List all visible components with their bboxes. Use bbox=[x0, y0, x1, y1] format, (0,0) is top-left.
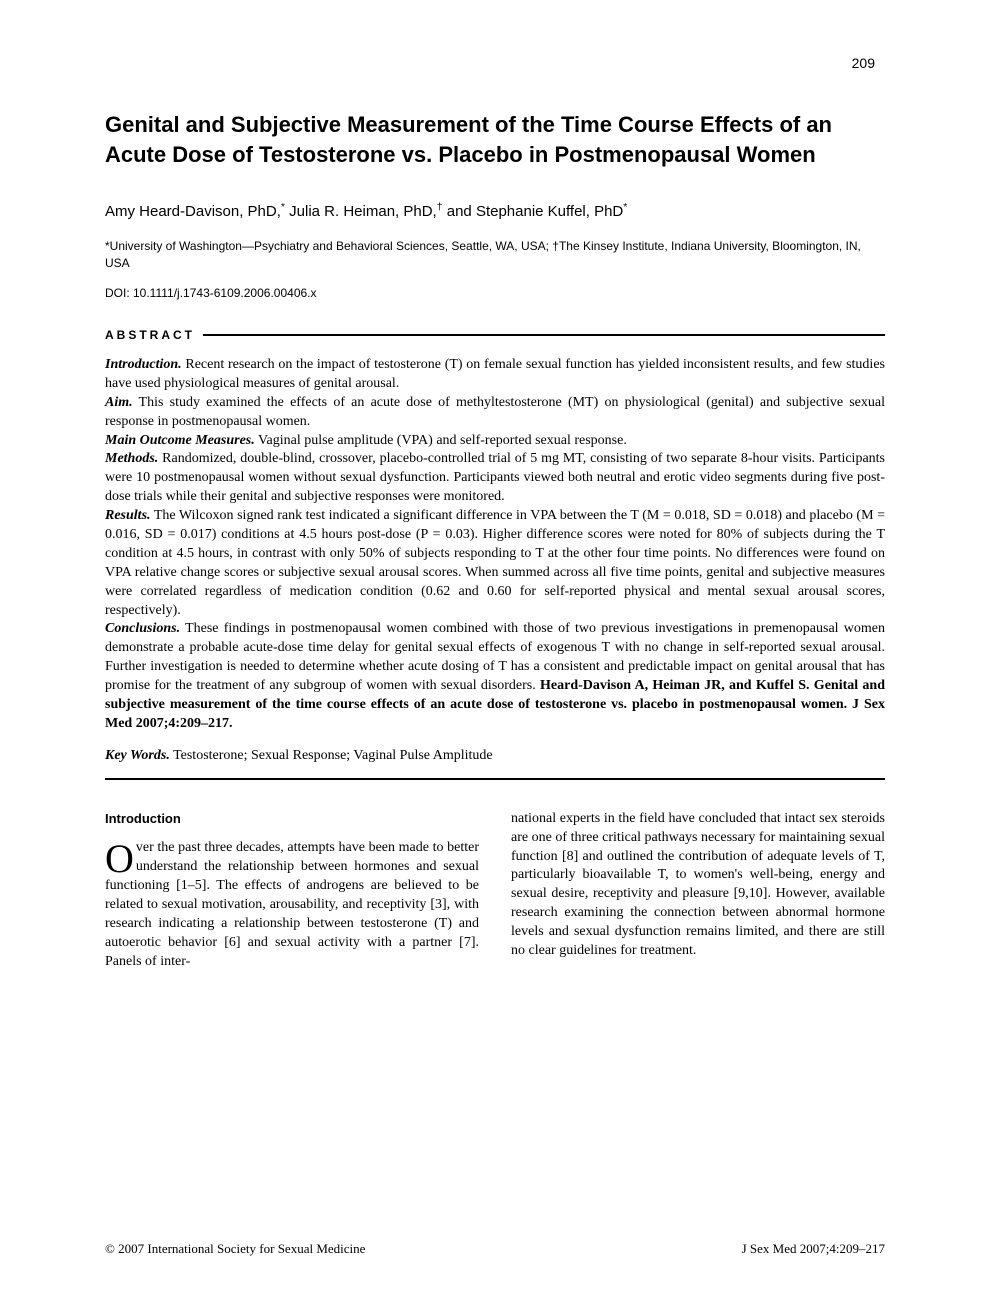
keywords-text: Testosterone; Sexual Response; Vaginal P… bbox=[170, 748, 493, 763]
intro-paragraph-right: national experts in the field have concl… bbox=[511, 810, 885, 961]
abstract-main-outcome: Main Outcome Measures. Vaginal pulse amp… bbox=[105, 432, 885, 451]
abstract-methods-label: Methods. bbox=[105, 451, 158, 466]
abstract-results: Results. The Wilcoxon signed rank test i… bbox=[105, 507, 885, 620]
author-3: and Stephanie Kuffel, PhD bbox=[443, 203, 624, 220]
abstract-introduction-label: Introduction. bbox=[105, 357, 182, 372]
intro-col1-text: ver the past three decades, attempts hav… bbox=[105, 840, 479, 968]
abstract-main-outcome-text: Vaginal pulse amplitude (VPA) and self-r… bbox=[255, 433, 627, 448]
body-columns: Introduction Over the past three decades… bbox=[105, 810, 885, 972]
abstract-aim: Aim. This study examined the effects of … bbox=[105, 394, 885, 432]
abstract-introduction-text: Recent research on the impact of testost… bbox=[105, 357, 885, 391]
keywords: Key Words. Testosterone; Sexual Response… bbox=[105, 748, 885, 764]
author-1: Amy Heard-Davison, PhD, bbox=[105, 203, 281, 220]
dropcap: O bbox=[105, 839, 136, 876]
affiliations: *University of Washington—Psychiatry and… bbox=[105, 238, 885, 272]
abstract-bottom-rule bbox=[105, 778, 885, 780]
abstract-conclusions-label: Conclusions. bbox=[105, 621, 180, 636]
column-right: national experts in the field have concl… bbox=[511, 810, 885, 972]
abstract-methods: Methods. Randomized, double-blind, cross… bbox=[105, 450, 885, 507]
article-title: Genital and Subjective Measurement of th… bbox=[105, 110, 885, 169]
abstract-label: ABSTRACT bbox=[105, 328, 203, 342]
abstract-methods-text: Randomized, double-blind, crossover, pla… bbox=[105, 451, 885, 504]
author-2: Julia R. Heiman, PhD, bbox=[285, 203, 437, 220]
intro-paragraph-left: Over the past three decades, attempts ha… bbox=[105, 839, 479, 971]
abstract-rule bbox=[203, 334, 885, 336]
doi: DOI: 10.1111/j.1743-6109.2006.00406.x bbox=[105, 286, 885, 300]
abstract-conclusions: Conclusions. These findings in postmenop… bbox=[105, 620, 885, 733]
abstract-results-label: Results. bbox=[105, 508, 151, 523]
abstract-main-outcome-label: Main Outcome Measures. bbox=[105, 433, 255, 448]
abstract-header: ABSTRACT bbox=[105, 328, 885, 342]
page-number: 209 bbox=[852, 55, 875, 71]
abstract-introduction: Introduction. Recent research on the imp… bbox=[105, 356, 885, 394]
abstract-results-text: The Wilcoxon signed rank test indicated … bbox=[105, 508, 885, 617]
abstract-aim-label: Aim. bbox=[105, 395, 133, 410]
abstract-aim-text: This study examined the effects of an ac… bbox=[105, 395, 885, 429]
authors-line: Amy Heard-Davison, PhD, * Julia R. Heiman… bbox=[105, 201, 885, 220]
abstract-body: Introduction. Recent research on the imp… bbox=[105, 356, 885, 734]
page-footer: © 2007 International Society for Sexual … bbox=[105, 1241, 885, 1257]
keywords-label: Key Words. bbox=[105, 748, 170, 763]
footer-copyright: © 2007 International Society for Sexual … bbox=[105, 1241, 365, 1257]
author-3-sup: * bbox=[623, 201, 627, 213]
introduction-heading: Introduction bbox=[105, 810, 479, 828]
footer-journal-ref: J Sex Med 2007;4:209–217 bbox=[742, 1241, 885, 1257]
column-left: Introduction Over the past three decades… bbox=[105, 810, 479, 972]
